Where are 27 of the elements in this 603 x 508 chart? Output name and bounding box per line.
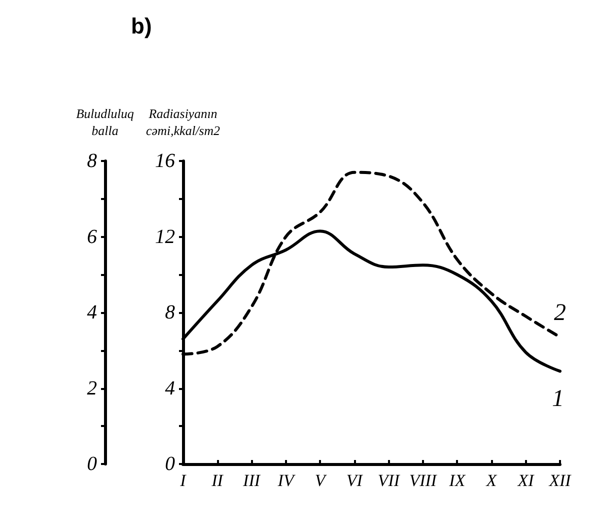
y-tick-label: 4 (165, 377, 175, 400)
y-tick-label: 12 (155, 226, 175, 248)
series-label: 1 (552, 386, 564, 412)
y2-tick-label: 8 (87, 150, 97, 172)
x-tick-label: III (242, 471, 262, 490)
x-tick-label: VI (346, 471, 364, 490)
x-tick-label: XI (516, 471, 536, 490)
y2-tick-label: 6 (87, 226, 97, 248)
y2-tick-label: 0 (87, 453, 97, 475)
y-tick-label: 0 (165, 453, 175, 475)
y2-tick-label: 4 (87, 302, 97, 324)
x-tick-label: VIII (409, 471, 438, 490)
x-tick-label: IX (448, 471, 466, 490)
x-tick-label: VII (378, 471, 401, 490)
x-tick-label: II (210, 471, 224, 490)
x-tick-label: V (314, 471, 328, 490)
y-tick-label: 8 (165, 302, 175, 324)
series-label: 2 (554, 300, 566, 326)
chart-title: b) (131, 14, 152, 38)
y-axis-title: Radiasiyanın cəmi,kkal/sm2 (146, 106, 220, 138)
x-tick-label: X (485, 471, 498, 490)
x-tick-label: XII (548, 471, 572, 490)
x-tick-label: I (179, 471, 188, 490)
y2-tick-label: 2 (87, 377, 97, 400)
x-tick-label: IV (276, 471, 296, 490)
y2-axis-title: Buludluluq balla (76, 106, 134, 138)
y-tick-label: 16 (155, 150, 175, 172)
